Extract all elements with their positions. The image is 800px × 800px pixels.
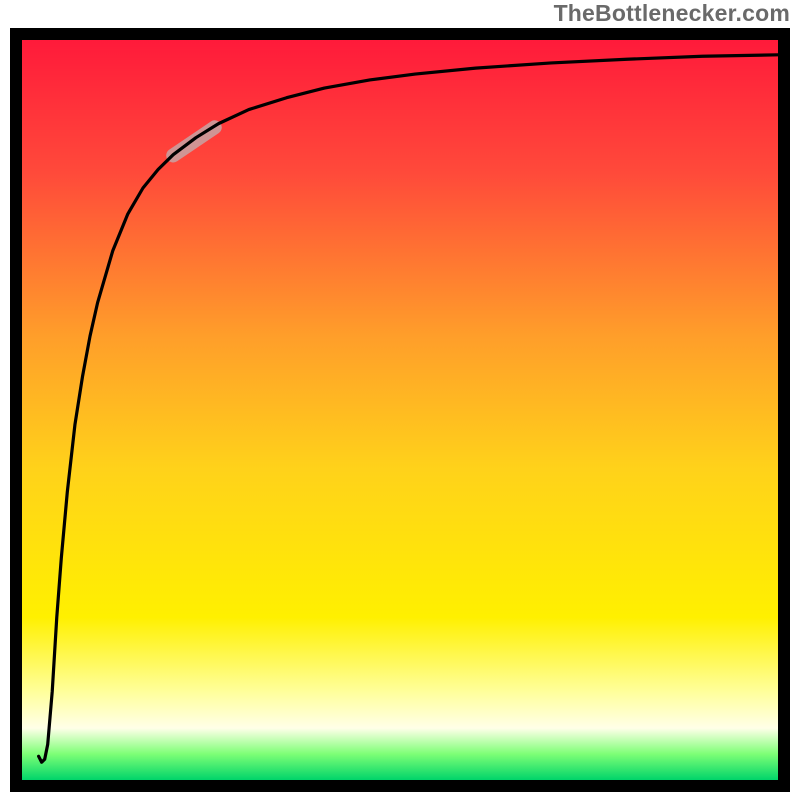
chart-stage: TheBottlenecker.com [0, 0, 800, 800]
frame-edge [10, 28, 790, 40]
gradient-background [22, 40, 778, 780]
chart-svg [0, 0, 800, 800]
frame-edge [10, 780, 790, 792]
frame-edge [10, 28, 22, 792]
frame-edge [778, 28, 790, 792]
